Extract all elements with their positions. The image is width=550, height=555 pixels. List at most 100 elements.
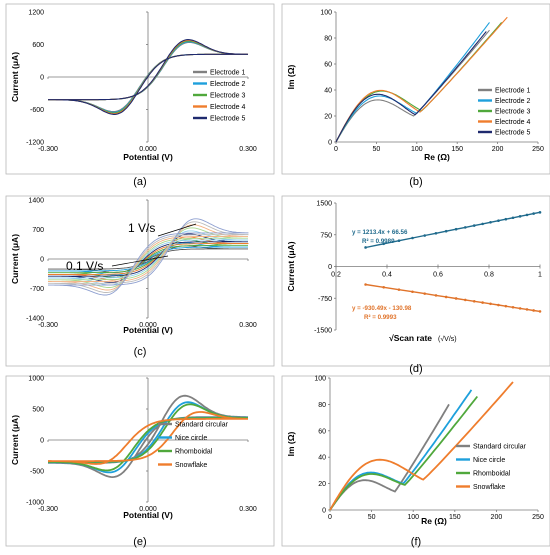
panel-frame <box>5 375 275 547</box>
panel-letter: (c) <box>134 346 147 358</box>
y-tick-label: -1400 <box>26 316 44 323</box>
data-point <box>463 298 467 302</box>
data-point <box>397 239 401 243</box>
y-axis-label: Im (Ω) <box>286 431 296 456</box>
y-axis-label: Current (μA) <box>10 415 20 465</box>
legend: Electrode 1 Electrode 2 Electrode 3 Electro… <box>478 88 531 137</box>
y-tick-label: 0 <box>40 438 44 445</box>
legend-label: Electrode 4 <box>495 119 531 126</box>
x-axis-label: √Scan rate <box>389 333 432 343</box>
x-tick-label: 0.300 <box>239 146 257 153</box>
data-point <box>472 299 476 303</box>
legend: Standard circular Nice circle Rhomboidal Sn… <box>456 444 527 491</box>
data-point <box>454 227 458 231</box>
x-axis-label: Re (Ω) <box>421 516 447 526</box>
y-tick-label: 700 <box>32 227 44 234</box>
x-axis-label: Potential (V) <box>123 325 173 335</box>
data-point <box>434 231 438 235</box>
x-axis-label: Re (Ω) <box>424 152 450 162</box>
data-point <box>411 236 414 240</box>
data-point <box>472 224 476 227</box>
legend-label: Electrode 2 <box>210 81 246 88</box>
x-tick-label: 1 <box>538 272 542 279</box>
y-tick-label: 20 <box>318 481 326 488</box>
x-tick-label: 100 <box>411 146 423 153</box>
x-tick-label: 200 <box>491 514 503 521</box>
x-tick-label: 0.000 <box>139 146 157 153</box>
data-point <box>497 219 500 222</box>
x-tick-label: 50 <box>373 146 381 153</box>
legend-label: Nice circle <box>473 457 505 464</box>
data-point <box>444 229 448 233</box>
data-point <box>504 304 508 308</box>
data-point <box>434 294 438 297</box>
data-point <box>525 308 529 311</box>
data-point <box>481 222 484 226</box>
y-tick-label: 500 <box>32 407 44 414</box>
data-point <box>538 211 542 214</box>
y-tick-label: -600 <box>30 107 44 114</box>
panel-frame <box>281 3 550 175</box>
x-tick-label: 0.6 <box>433 272 443 279</box>
panel-letter: (d) <box>409 363 422 375</box>
legend-label: Electrode 3 <box>495 109 531 116</box>
panel-frame <box>281 195 550 367</box>
x-tick-label: 0.2 <box>331 272 341 279</box>
data-point <box>481 301 484 304</box>
y-axis-label: Current (μA) <box>10 234 20 284</box>
x-tick-label: 0 <box>328 514 332 521</box>
cv-scan-curve <box>48 221 249 293</box>
data-point <box>423 234 427 237</box>
legend-label: Rhomboidal <box>175 449 213 456</box>
nyquist-curve-electrode-4 <box>335 16 508 143</box>
legend-label: Electrode 5 <box>210 116 246 123</box>
x-tick-label: 0 <box>334 146 338 153</box>
cv-curve-electrode-5 <box>48 39 249 115</box>
data-point <box>364 283 367 286</box>
y-tick-label: -1500 <box>314 328 332 335</box>
y-tick-label: 0 <box>328 264 332 271</box>
x-tick-label: -0.300 <box>38 146 58 153</box>
nyquist-curve-shape-3 <box>329 395 479 511</box>
x-tick-label: 0.300 <box>239 322 257 329</box>
panel-letter: (f) <box>411 536 421 548</box>
data-point <box>532 212 535 215</box>
cv-scan-curve <box>48 227 248 288</box>
legend-label: Standard circular <box>175 422 229 429</box>
data-point <box>525 213 529 217</box>
y-tick-label: 1500 <box>316 201 332 208</box>
x-tick-label: 150 <box>451 146 463 153</box>
panel-c: 1400 700 0 -700 -1400-0.300 0.000 0.300 Potenti… <box>5 195 275 367</box>
data-point <box>364 246 367 249</box>
legend-label: Electrode 2 <box>495 98 531 105</box>
panel-a: 1200 600 0 -600 -1200-0.300 0.000 0.300 Potenti… <box>5 3 275 175</box>
annotation-arrow <box>111 255 169 267</box>
x-axis-label: Potential (V) <box>123 510 173 520</box>
legend-label: Snowflake <box>175 462 207 469</box>
cv-scan-curve <box>48 224 248 291</box>
legend-label: Standard circular <box>473 444 527 451</box>
y-tick-label: 0 <box>40 75 44 82</box>
y-tick-label: 20 <box>324 114 332 121</box>
data-point <box>463 226 467 229</box>
annotation-1vs: 1 V/s <box>128 221 155 235</box>
cv-curve-shape-4 <box>48 411 248 465</box>
data-point <box>444 295 448 299</box>
y-tick-label: 40 <box>318 455 326 462</box>
data-point <box>489 302 492 306</box>
cv-scan-curve <box>48 233 248 283</box>
data-point <box>411 290 414 294</box>
y-tick-label: 100 <box>320 10 332 17</box>
cv-scan-curve <box>48 242 248 276</box>
cv-scan-curve <box>48 218 249 296</box>
panel-frame <box>281 375 550 547</box>
legend-label: Electrode 1 <box>210 70 246 77</box>
nyquist-curve-electrode-1 <box>335 29 490 143</box>
x-tick-label: 250 <box>532 146 544 153</box>
fit-equation-cathodic: y = -930.49x - 130.98 <box>352 305 412 312</box>
fit-equation-anodic: y = 1213.4x + 66.56 <box>352 229 408 236</box>
data-point <box>382 242 385 246</box>
